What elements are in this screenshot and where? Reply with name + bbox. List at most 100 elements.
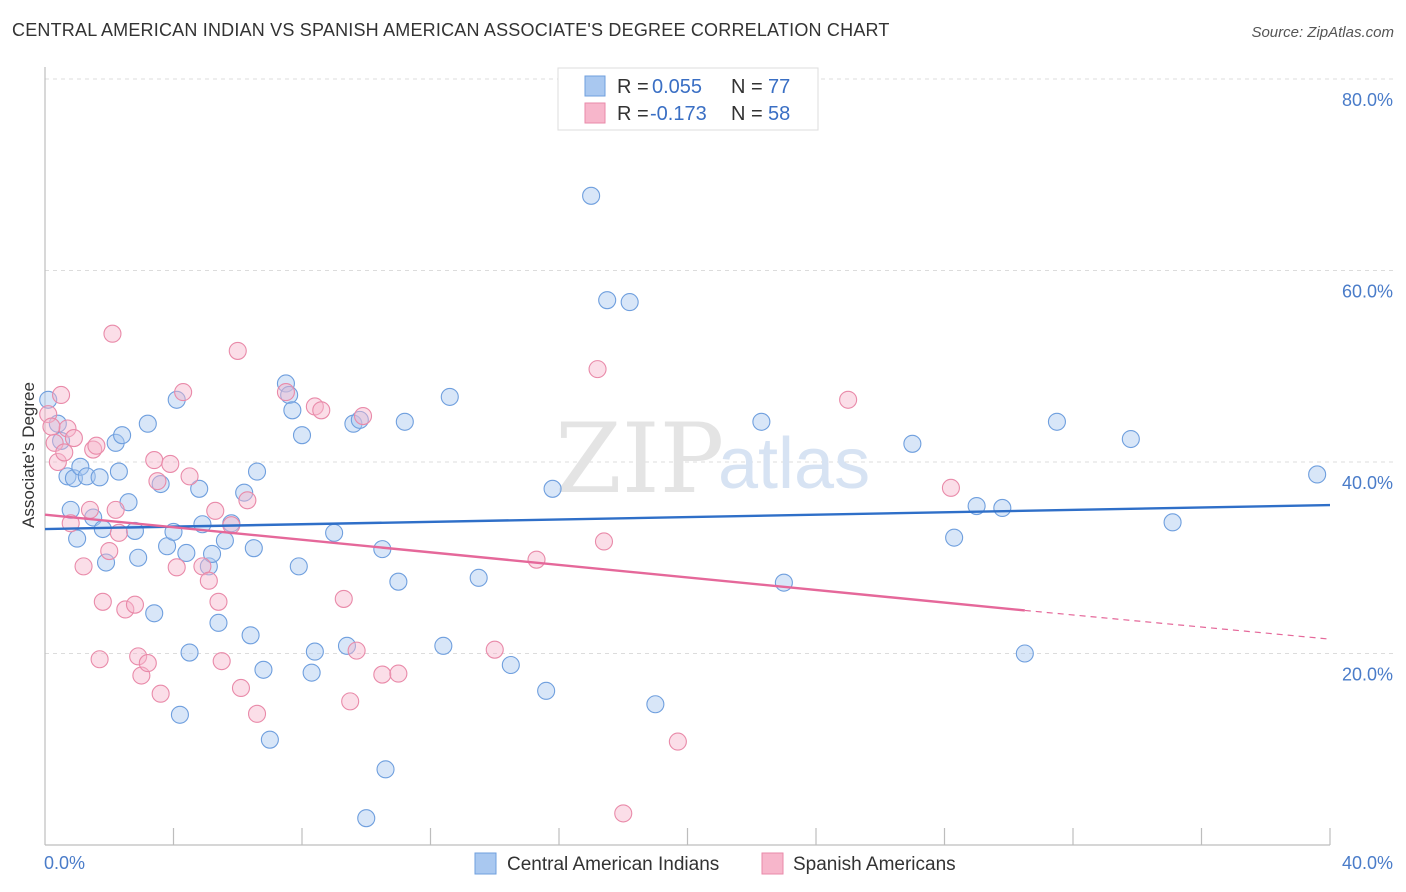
- data-point: [903, 434, 922, 453]
- data-point: [376, 760, 395, 779]
- chart-title: CENTRAL AMERICAN INDIAN VS SPANISH AMERI…: [12, 20, 890, 40]
- data-point: [180, 467, 199, 486]
- data-point: [129, 548, 148, 567]
- legend-r-label-0: R =: [617, 76, 649, 98]
- data-point: [55, 443, 74, 462]
- data-point: [209, 613, 228, 632]
- data-point: [161, 454, 180, 473]
- data-point: [389, 572, 408, 591]
- data-point: [167, 558, 186, 577]
- data-point: [203, 544, 222, 563]
- y-tick-label: 80.0%: [1342, 90, 1393, 110]
- data-point: [215, 531, 234, 550]
- data-point: [113, 426, 132, 445]
- series-legend: Central American Indians Spanish America…: [474, 852, 956, 875]
- data-point: [145, 604, 164, 623]
- data-point: [42, 417, 61, 436]
- legend-r-value-1: -0.173: [650, 103, 707, 125]
- data-point: [116, 600, 135, 619]
- data-point: [228, 341, 247, 360]
- data-point: [598, 291, 617, 310]
- data-point: [1308, 465, 1327, 484]
- data-point: [614, 804, 633, 823]
- data-point: [260, 730, 279, 749]
- data-point: [74, 557, 93, 576]
- data-point: [90, 650, 109, 669]
- data-point: [588, 360, 607, 379]
- data-point: [209, 592, 228, 611]
- data-point: [167, 390, 186, 409]
- data-point: [64, 429, 83, 448]
- data-point: [347, 641, 366, 660]
- data-point: [292, 426, 312, 445]
- legend-n-label-0: N =: [731, 76, 763, 98]
- data-point: [103, 324, 122, 343]
- data-point: [1163, 513, 1182, 532]
- data-point: [212, 652, 231, 671]
- data-point: [138, 414, 157, 433]
- data-point: [125, 595, 144, 614]
- data-point: [341, 692, 360, 711]
- data-point: [96, 553, 116, 572]
- source-label: Source: ZipAtlas.com: [1251, 24, 1394, 41]
- bottom-legend-swatch-pink: [761, 852, 784, 875]
- trend-line-1: [44, 513, 1025, 612]
- data-point: [305, 642, 324, 661]
- data-point: [71, 457, 90, 476]
- data-point: [527, 550, 546, 569]
- data-point: [668, 732, 687, 751]
- data-point: [199, 571, 218, 590]
- legend-n-value-0: 77: [768, 76, 790, 98]
- data-point: [389, 664, 408, 683]
- series-spanish-americans: [39, 324, 960, 823]
- data-point: [93, 592, 112, 611]
- data-point: [594, 532, 614, 551]
- data-point: [77, 467, 96, 486]
- data-point: [469, 568, 488, 587]
- data-point: [283, 401, 302, 420]
- bottom-legend-label-0: Central American Indians: [507, 854, 719, 875]
- data-point: [289, 557, 308, 576]
- data-point: [170, 705, 189, 724]
- x-tick-label-min: 0.0%: [44, 853, 85, 873]
- data-point: [395, 412, 414, 431]
- data-point: [620, 293, 639, 312]
- trend-line-0: [44, 503, 1331, 531]
- data-point: [276, 383, 295, 402]
- bottom-legend-label-1: Spanish Americans: [793, 854, 956, 875]
- data-point: [106, 433, 125, 452]
- data-point: [58, 419, 77, 438]
- data-point: [90, 468, 109, 487]
- data-point: [1047, 412, 1066, 431]
- data-point: [231, 678, 251, 698]
- axes: 20.0% 40.0% 60.0% 80.0%: [44, 67, 1393, 846]
- legend-n-label-1: N =: [731, 103, 763, 125]
- data-point: [752, 412, 771, 431]
- data-point: [440, 387, 459, 406]
- data-point: [501, 655, 520, 675]
- data-point: [148, 472, 167, 491]
- legend-swatch-pink: [584, 102, 606, 124]
- data-point: [109, 462, 128, 481]
- data-point: [302, 663, 321, 682]
- watermark-zip: ZIP: [555, 403, 724, 515]
- data-point: [238, 491, 257, 510]
- data-point: [177, 543, 196, 563]
- data-point: [967, 496, 986, 516]
- grid-lines: [45, 78, 1393, 654]
- data-point: [543, 479, 562, 498]
- data-point: [1121, 429, 1140, 449]
- watermark-atlas: atlas: [718, 424, 870, 504]
- data-point: [68, 529, 87, 548]
- y-tick-label: 60.0%: [1342, 282, 1393, 302]
- data-point: [373, 665, 392, 684]
- x-tick-label-max: 40.0%: [1342, 853, 1393, 873]
- trend-line-extension-1: [1024, 609, 1331, 640]
- data-point: [941, 478, 960, 497]
- data-point: [100, 541, 119, 561]
- data-point: [174, 383, 193, 402]
- data-point: [48, 452, 67, 472]
- data-point: [334, 589, 353, 608]
- y-tick-label: 20.0%: [1342, 665, 1393, 685]
